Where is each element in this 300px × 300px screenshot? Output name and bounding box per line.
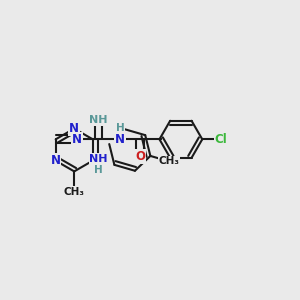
Text: Cl: Cl xyxy=(215,133,227,146)
Text: CH₃: CH₃ xyxy=(64,187,85,197)
Text: H: H xyxy=(116,122,124,133)
Text: N: N xyxy=(69,122,79,135)
Text: N: N xyxy=(51,154,61,167)
Text: N: N xyxy=(115,133,125,146)
Text: CH₃: CH₃ xyxy=(158,156,179,166)
Text: N: N xyxy=(72,133,82,146)
Text: NH: NH xyxy=(89,115,108,125)
Text: O: O xyxy=(135,150,145,163)
Text: NH: NH xyxy=(89,154,108,164)
Text: H: H xyxy=(94,165,103,175)
